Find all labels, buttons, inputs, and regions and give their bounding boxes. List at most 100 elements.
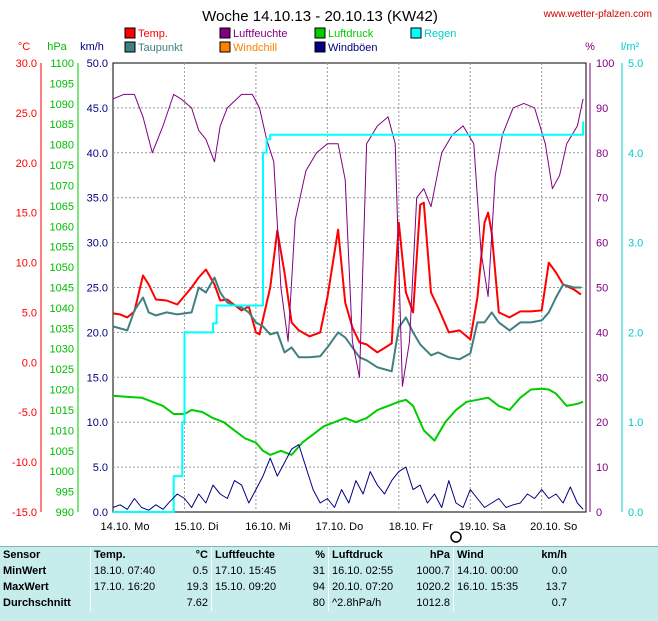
stats-pressure-value: 1012.8	[416, 597, 450, 609]
pressure-axis-tick: 1070	[50, 180, 74, 192]
series-line-luftdruck	[112, 387, 584, 456]
stats-header-pressure: Luftdruck	[328, 547, 411, 563]
stats-pressure-time: 20.10. 07:20	[328, 579, 411, 595]
stats-header-humidity: Luftfeuchte	[211, 547, 296, 563]
legend-swatch	[124, 41, 136, 53]
pressure-axis-tick: 1020	[50, 385, 74, 397]
pressure-axis-tick: 1025	[50, 364, 74, 376]
pressure-axis-tick: 1035	[50, 323, 74, 335]
humidity-axis-tick: 30	[596, 372, 608, 384]
temp-axis-tick: 15.0	[16, 208, 37, 220]
x-axis-label: 17.10. Do	[315, 521, 363, 533]
stats-row-max: MaxWert 17.10. 16:20 19.3 15.10. 09:20 9…	[0, 579, 570, 595]
humidity-axis-tick: 50	[596, 283, 608, 295]
temp-axis-tick: 25.0	[16, 108, 37, 120]
temp-axis-tick: 30.0	[16, 58, 37, 70]
stats-row-label: MaxWert	[3, 581, 49, 593]
stats-header-wind: Wind	[453, 547, 534, 563]
rain-axis-tick: 1.0	[628, 417, 643, 429]
x-axis-labels: 14.10. Mo 15.10. Di 16.10. Mi 17.10. Do 18.1…	[101, 521, 577, 543]
pressure-axis-tick: 1050	[50, 262, 74, 274]
legend-swatch	[219, 27, 231, 39]
temp-axis-tick: -10.0	[12, 457, 37, 469]
pressure-axis-tick: 1005	[50, 446, 74, 458]
pressure-axis-tick: 1075	[50, 160, 74, 172]
stats-pressure-value: 1000.7	[416, 565, 450, 577]
humidity-axis-tick: 80	[596, 148, 608, 160]
humidity-axis-tick: 70	[596, 193, 608, 205]
pressure-axis-tick: 990	[56, 507, 74, 519]
stats-pressure-value: 1020.2	[416, 581, 450, 593]
temp-axis-tick: 5.0	[22, 307, 37, 319]
legend-swatch	[124, 27, 136, 39]
temp-axis-tick: 20.0	[16, 158, 37, 170]
x-axis-label: 14.10. Mo	[101, 521, 150, 533]
stats-row-label: MinWert	[3, 565, 47, 577]
rain-axis-tick: 3.0	[628, 238, 643, 250]
humidity-axis-tick: 0	[596, 507, 602, 519]
axes: °C 30.0 25.0 20.0 15.0 10.0 5.0 0.0 -5.0 -10.0 -15…	[12, 41, 643, 519]
stats-temp-value: 7.62	[186, 597, 208, 609]
stats-header-wind-unit: km/h	[541, 549, 567, 561]
series-line-taupunkt	[112, 276, 581, 373]
wind-axis-tick: 50.0	[87, 58, 108, 70]
humidity-axis-tick: 20	[596, 417, 608, 429]
stats-header-humidity-unit: %	[315, 549, 325, 561]
wind-axis-tick: 45.0	[87, 103, 108, 115]
series-line-temp-	[112, 201, 582, 354]
wind-axis-tick: 20.0	[87, 327, 108, 339]
stats-wind-value: 0.0	[551, 565, 567, 577]
stats-humidity-value: 31	[312, 565, 325, 577]
legend-label: Temp.	[138, 28, 168, 40]
stats-humidity-time: 17.10. 15:45	[211, 563, 296, 579]
wind-axis-tick: 10.0	[87, 417, 108, 429]
wind-axis-tick: 0.0	[93, 507, 108, 519]
stats-humidity-value: 94	[312, 581, 325, 593]
stats-header-temp: Temp.	[90, 547, 175, 563]
temp-axis-tick: 0.0	[22, 357, 37, 369]
legend-label: Windböen	[328, 42, 378, 54]
humidity-axis-unit: %	[585, 41, 595, 53]
legend: Temp. Luftfeuchte Luftdruck Regen Taupunkt Wi…	[124, 27, 456, 54]
legend-label: Taupunkt	[138, 42, 183, 54]
stats-wind-time: 16.10. 15:35	[453, 579, 534, 595]
wind-axis-tick: 35.0	[87, 193, 108, 205]
pressure-axis-tick: 1080	[50, 140, 74, 152]
pressure-axis-tick: 1045	[50, 283, 74, 295]
wind-axis-tick: 25.0	[87, 283, 108, 295]
series-line-windb-en	[112, 444, 584, 511]
stats-row-average: Durchschnitt 7.62 80 ^2.8hPa/h 1012.8 0.…	[0, 595, 570, 611]
wind-axis-tick: 15.0	[87, 372, 108, 384]
x-axis-label: 19.10. Sa	[459, 521, 507, 533]
rain-axis-tick: 0.0	[628, 507, 643, 519]
rain-axis-tick: 5.0	[628, 58, 643, 70]
legend-label: Luftdruck	[328, 28, 374, 40]
stats-temp-value: 19.3	[186, 581, 208, 593]
humidity-axis-tick: 60	[596, 238, 608, 250]
pressure-axis-tick: 1060	[50, 221, 74, 233]
pressure-axis-tick: 1000	[50, 466, 74, 478]
temp-axis-unit: °C	[18, 41, 30, 53]
humidity-axis-tick: 90	[596, 103, 608, 115]
stats-temp-time: 18.10. 07:40	[90, 563, 175, 579]
stats-pressure-time: 16.10. 02:55	[328, 563, 411, 579]
humidity-axis-tick: 10	[596, 462, 608, 474]
pressure-axis-tick: 1010	[50, 425, 74, 437]
weather-chart: Woche 14.10.13 - 20.10.13 (KW42) www.wet…	[12, 8, 652, 543]
stats-header-pressure-unit: hPa	[429, 549, 450, 561]
humidity-axis-tick: 100	[596, 58, 614, 70]
legend-label: Windchill	[233, 42, 277, 54]
series-line-regen	[113, 121, 585, 513]
legend-label: Luftfeuchte	[233, 28, 287, 40]
stats-header-row: Sensor Temp. °C Luftfeuchte % Luftdruck …	[0, 547, 570, 563]
pressure-axis-tick: 1095	[50, 78, 74, 90]
pressure-axis-tick: 995	[56, 487, 74, 499]
wind-axis-tick: 30.0	[87, 238, 108, 250]
rain-axis-tick: 2.0	[628, 327, 643, 339]
x-axis-label: 16.10. Mi	[245, 521, 290, 533]
pressure-axis-tick: 1040	[50, 303, 74, 315]
watermark: www.wetter-pfalzen.com	[543, 9, 652, 20]
legend-swatch	[219, 41, 231, 53]
wind-axis-unit: km/h	[80, 41, 104, 53]
stats-header-temp-unit: °C	[195, 549, 208, 561]
